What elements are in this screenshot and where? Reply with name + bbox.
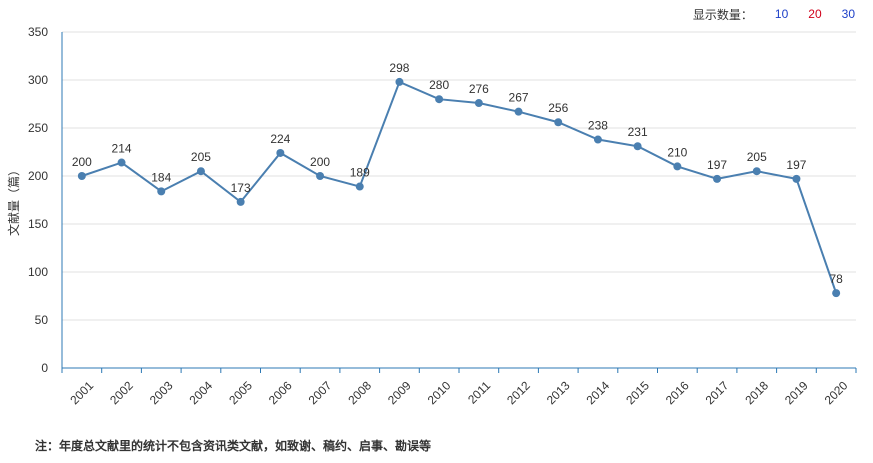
data-label: 214 <box>112 142 132 156</box>
data-point[interactable] <box>395 77 404 86</box>
display-count-option-30[interactable]: 30 <box>841 7 855 21</box>
y-tick-label: 100 <box>28 265 48 279</box>
data-point[interactable] <box>276 148 285 157</box>
data-label: 189 <box>350 166 370 180</box>
x-tick-label: 2002 <box>107 378 136 407</box>
data-point[interactable] <box>435 95 444 104</box>
data-label: 276 <box>469 82 489 96</box>
x-tick-label: 2008 <box>345 378 374 407</box>
data-point[interactable] <box>832 289 841 298</box>
y-axis-ticks: 0 50 100 150 200 250 300 350 <box>28 25 48 375</box>
data-label: 78 <box>829 272 843 286</box>
x-tick-label: 2015 <box>623 378 652 407</box>
data-label: 200 <box>310 155 330 169</box>
x-axis-ticks: 2001 2002 2003 2004 2005 2006 2007 2008 2009 2010… <box>61 368 857 407</box>
footnote: 注：年度总文献里的统计不包含资讯类文献，如致谢、稿约、启事、勘误等 <box>35 439 432 453</box>
y-tick-label: 300 <box>28 73 48 87</box>
x-tick-label: 2016 <box>663 378 692 407</box>
x-tick-label: 2018 <box>742 378 771 407</box>
data-label: 231 <box>628 125 648 139</box>
data-points <box>77 77 841 298</box>
y-tick-label: 250 <box>28 121 48 135</box>
x-tick-label: 2003 <box>147 378 176 407</box>
display-count-control: 显示数量： 10 20 30 <box>693 5 855 23</box>
y-tick-label: 350 <box>28 25 48 39</box>
grid-lines <box>62 31 856 321</box>
display-count-option-10[interactable]: 10 <box>774 7 789 21</box>
data-point[interactable] <box>316 172 325 180</box>
data-point[interactable] <box>117 158 126 167</box>
y-tick-label: 0 <box>41 361 48 375</box>
data-label: 238 <box>588 119 608 133</box>
x-tick-label: 2014 <box>584 378 613 407</box>
data-point[interactable] <box>792 174 801 183</box>
y-tick-label: 50 <box>35 313 49 327</box>
data-label: 173 <box>231 181 251 195</box>
display-count-option-20[interactable]: 20 <box>808 7 822 21</box>
data-point[interactable] <box>355 182 364 191</box>
x-tick-label: 2001 <box>67 378 96 407</box>
data-label: 298 <box>389 61 409 75</box>
data-point[interactable] <box>77 172 86 180</box>
x-tick-label: 2017 <box>703 378 732 407</box>
x-tick-label: 2013 <box>544 378 573 407</box>
x-tick-label: 2009 <box>385 378 414 407</box>
data-point[interactable] <box>554 118 563 127</box>
x-tick-label: 2020 <box>822 378 851 407</box>
data-label: 200 <box>72 155 92 169</box>
y-tick-label: 200 <box>28 169 48 183</box>
data-label: 197 <box>707 158 727 172</box>
data-label: 224 <box>270 132 290 146</box>
data-label: 205 <box>191 150 211 164</box>
data-point[interactable] <box>713 174 722 183</box>
data-labels: 200 214 184 205 173 224 200 189 298 280 276 267 256 2… <box>72 61 843 286</box>
data-point[interactable] <box>236 197 245 206</box>
data-point[interactable] <box>474 99 483 108</box>
x-tick-label: 2006 <box>266 378 295 407</box>
x-tick-label: 2004 <box>187 378 216 407</box>
y-tick-label: 150 <box>28 217 48 231</box>
x-tick-label: 2005 <box>226 378 255 407</box>
data-label: 280 <box>429 78 449 92</box>
x-tick-label: 2007 <box>306 378 335 407</box>
data-point[interactable] <box>633 142 642 151</box>
x-tick-label: 2012 <box>504 378 533 407</box>
data-point[interactable] <box>196 167 205 176</box>
display-count-label: 显示数量： <box>692 7 753 22</box>
data-label: 184 <box>151 170 171 184</box>
data-point[interactable] <box>593 135 602 144</box>
data-point[interactable] <box>673 162 682 171</box>
x-tick-label: 2010 <box>425 378 454 407</box>
data-point[interactable] <box>157 187 166 196</box>
data-label: 205 <box>747 150 767 164</box>
data-point[interactable] <box>514 107 523 116</box>
data-label: 267 <box>509 91 529 105</box>
x-tick-label: 2011 <box>465 378 493 406</box>
data-label: 197 <box>786 158 806 172</box>
data-label: 256 <box>548 101 568 115</box>
series-line <box>81 80 838 294</box>
y-axis-label: 文献量（篇） <box>6 164 21 236</box>
x-tick-label: 2019 <box>782 378 811 407</box>
data-point[interactable] <box>752 167 761 176</box>
data-label: 210 <box>667 145 687 159</box>
